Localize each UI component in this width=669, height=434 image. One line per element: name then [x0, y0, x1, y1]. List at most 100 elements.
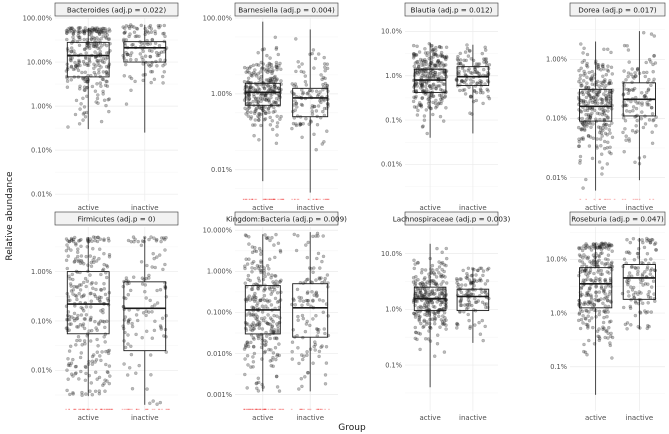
data-point [436, 59, 440, 64]
data-point [579, 128, 584, 132]
data-point [271, 355, 275, 360]
data-point [128, 58, 133, 62]
data-point [69, 49, 74, 54]
data-point [68, 392, 72, 397]
data-point [482, 60, 486, 64]
data-point [164, 314, 168, 318]
data-point [260, 327, 265, 331]
data-point [144, 329, 149, 333]
data-point [272, 329, 276, 334]
data-point [268, 287, 272, 291]
data-point [323, 382, 328, 386]
zero-mark [624, 198, 627, 200]
zero-mark [270, 198, 272, 200]
data-point [134, 58, 138, 62]
zero-mark [74, 408, 77, 410]
data-point [310, 89, 314, 93]
data-point [131, 275, 136, 279]
data-point [436, 333, 440, 337]
data-point [643, 94, 647, 98]
data-point [424, 108, 428, 112]
data-point [255, 381, 259, 385]
data-point [125, 52, 130, 57]
data-point [126, 342, 130, 346]
data-point [606, 261, 610, 266]
data-point [95, 27, 100, 31]
data-point [105, 30, 109, 34]
data-point [598, 246, 602, 250]
data-point [88, 292, 92, 296]
x-tick-label: active [419, 414, 440, 422]
data-point [301, 90, 305, 95]
data-point [140, 276, 145, 280]
panel-7: Lachnospiraceae (adj.p = 0.003)0.1%1.0%1… [381, 211, 510, 422]
data-point [456, 62, 460, 66]
data-point [437, 101, 441, 105]
data-point [430, 49, 435, 54]
data-point [268, 87, 272, 91]
data-point [623, 103, 628, 107]
data-point [82, 317, 87, 321]
data-point [431, 75, 436, 79]
data-point [647, 290, 651, 294]
data-point [416, 59, 420, 64]
data-point [414, 94, 418, 99]
data-point [79, 244, 83, 248]
zero-mark [245, 198, 247, 200]
data-point [94, 287, 98, 292]
data-point [297, 65, 301, 69]
data-point [466, 312, 470, 317]
data-point [262, 94, 266, 98]
data-point [98, 49, 102, 54]
data-point [251, 336, 255, 340]
data-point [77, 60, 81, 64]
data-point [68, 30, 72, 34]
data-point [273, 255, 277, 260]
zero-mark [301, 408, 304, 410]
data-point [76, 247, 80, 251]
data-point [311, 270, 315, 274]
data-point [310, 112, 315, 116]
data-point [322, 327, 326, 331]
data-point [103, 340, 107, 344]
data-point [65, 79, 70, 83]
data-point [439, 75, 443, 79]
data-point [605, 162, 609, 166]
data-point [325, 83, 329, 88]
data-point [311, 298, 315, 302]
data-point [262, 266, 266, 270]
data-point [434, 84, 438, 88]
data-point [245, 262, 250, 266]
data-point [152, 256, 156, 261]
data-point [90, 362, 95, 366]
data-point [582, 46, 586, 50]
data-point [273, 74, 277, 79]
data-point [251, 360, 256, 364]
data-point [323, 65, 327, 69]
data-point [160, 316, 165, 320]
data-point [435, 60, 440, 64]
data-point [149, 235, 153, 239]
data-point [76, 325, 80, 329]
data-point [82, 85, 87, 89]
data-point [431, 100, 435, 105]
data-point [640, 260, 644, 265]
y-tick-label: 0.01% [546, 174, 567, 182]
data-point [270, 65, 274, 70]
data-point [77, 58, 81, 63]
zero-mark [125, 408, 128, 410]
data-point [577, 311, 582, 315]
data-point [95, 350, 99, 354]
data-point [416, 260, 420, 265]
data-point [646, 282, 650, 286]
data-point [93, 89, 98, 93]
data-point [266, 107, 270, 111]
data-point [466, 298, 471, 302]
x-tick-label: inactive [131, 414, 159, 422]
data-point [313, 104, 317, 109]
data-point [291, 121, 296, 126]
data-point [245, 66, 250, 71]
data-point [440, 95, 444, 99]
data-point [469, 292, 473, 296]
data-point [83, 70, 87, 74]
